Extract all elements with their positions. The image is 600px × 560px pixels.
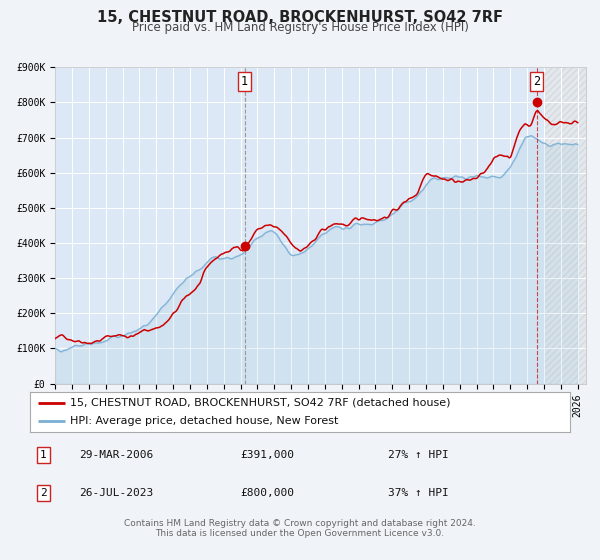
Text: Contains HM Land Registry data © Crown copyright and database right 2024.: Contains HM Land Registry data © Crown c… (124, 519, 476, 528)
Text: 29-MAR-2006: 29-MAR-2006 (79, 450, 154, 460)
Text: HPI: Average price, detached house, New Forest: HPI: Average price, detached house, New … (71, 417, 339, 426)
Text: 26-JUL-2023: 26-JUL-2023 (79, 488, 154, 498)
Text: 27% ↑ HPI: 27% ↑ HPI (388, 450, 449, 460)
Text: Price paid vs. HM Land Registry's House Price Index (HPI): Price paid vs. HM Land Registry's House … (131, 21, 469, 34)
Text: 15, CHESTNUT ROAD, BROCKENHURST, SO42 7RF: 15, CHESTNUT ROAD, BROCKENHURST, SO42 7R… (97, 10, 503, 25)
Text: 1: 1 (241, 75, 248, 88)
Text: This data is licensed under the Open Government Licence v3.0.: This data is licensed under the Open Gov… (155, 529, 445, 538)
Text: £800,000: £800,000 (241, 488, 295, 498)
Text: £391,000: £391,000 (241, 450, 295, 460)
Text: 37% ↑ HPI: 37% ↑ HPI (388, 488, 449, 498)
Text: 2: 2 (533, 75, 541, 88)
Text: 1: 1 (40, 450, 47, 460)
Text: 15, CHESTNUT ROAD, BROCKENHURST, SO42 7RF (detached house): 15, CHESTNUT ROAD, BROCKENHURST, SO42 7R… (71, 398, 451, 408)
Bar (545, 67, 586, 384)
Text: 2: 2 (40, 488, 47, 498)
